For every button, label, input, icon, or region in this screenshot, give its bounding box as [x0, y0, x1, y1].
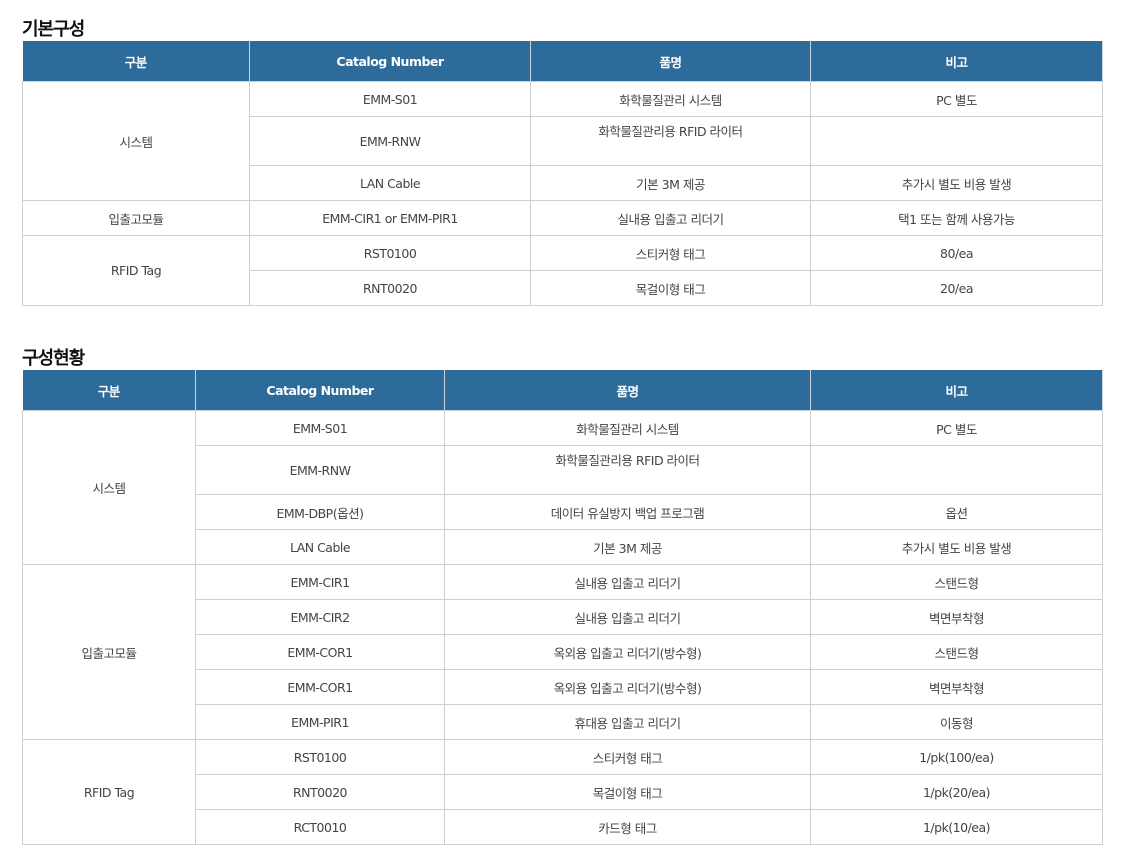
- name-cell: 화학물질관리 시스템: [530, 81, 811, 117]
- name-cell: 화학물질관리용 RFID 라이터: [530, 116, 811, 166]
- name-cell: 실내용 입출고 리더기: [444, 599, 811, 635]
- note-cell: 옵션: [810, 494, 1103, 530]
- table-row: 시스템 EMM-S01 화학물질관리 시스템 PC 별도: [22, 81, 1103, 201]
- note-cell: 20/ea: [810, 270, 1103, 306]
- note-cell: 80/ea: [810, 235, 1103, 271]
- name-cell: 기본 3M 제공: [530, 165, 811, 201]
- header-catalog: Catalog Number: [195, 370, 445, 411]
- category-cell: 입출고모듈: [22, 564, 196, 740]
- note-cell: 택1 또는 함께 사용가능: [810, 200, 1103, 236]
- catalog-cell: EMM-RNW: [195, 445, 445, 495]
- name-cell: 옥외용 입출고 리더기(방수형): [444, 669, 811, 705]
- note-cell: 이동형: [810, 704, 1103, 740]
- name-cell: 목걸이형 태그: [444, 774, 811, 810]
- catalog-cell: EMM-RNW: [249, 116, 531, 166]
- section-title-basic: 기본구성: [22, 19, 85, 40]
- table-row: EMM-DBP(옵션) 데이터 유실방지 백업 프로그램 옵션: [23, 494, 1103, 530]
- catalog-cell: RST0100: [195, 739, 445, 775]
- header-category: 구분: [22, 41, 250, 82]
- note-cell: 1/pk(10/ea): [810, 809, 1103, 845]
- catalog-cell: EMM-COR1: [195, 669, 445, 705]
- catalog-cell: RNT0020: [195, 774, 445, 810]
- name-cell: 실내용 입출고 리더기: [444, 564, 811, 600]
- table-row: RFID Tag RST0100 스티커형 태그 1/pk(100/ea): [22, 739, 1103, 845]
- catalog-cell: RCT0010: [195, 809, 445, 845]
- note-cell: PC 별도: [810, 81, 1103, 117]
- catalog-cell: EMM-S01: [195, 410, 445, 446]
- note-cell: 벽면부착형: [810, 669, 1103, 705]
- name-cell: 화학물질관리 시스템: [444, 410, 811, 446]
- table-row: EMM-RNW 화학물질관리용 RFID 라이터: [23, 116, 1103, 166]
- catalog-cell: LAN Cable: [195, 529, 445, 565]
- name-cell: 스티커형 태그: [530, 235, 811, 271]
- category-cell: 입출고모듈: [22, 200, 250, 236]
- name-cell: 목걸이형 태그: [530, 270, 811, 306]
- table-row: EMM-PIR1 휴대용 입출고 리더기 이동형: [23, 704, 1103, 740]
- note-cell: 1/pk(20/ea): [810, 774, 1103, 810]
- catalog-cell: EMM-CIR1 or EMM-PIR1: [249, 200, 531, 236]
- section-title-status: 구성현황: [22, 348, 85, 369]
- name-cell: 카드형 태그: [444, 809, 811, 845]
- name-cell: 화학물질관리용 RFID 라이터: [444, 445, 811, 495]
- note-cell: PC 별도: [810, 410, 1103, 446]
- table-row: RFID Tag RST0100 스티커형 태그 80/ea: [22, 235, 1103, 306]
- table-row: 시스템 EMM-S01 화학물질관리 시스템 PC 별도: [22, 410, 1103, 565]
- table-row: EMM-COR1 옥외용 입출고 리더기(방수형) 벽면부착형: [23, 669, 1103, 705]
- note-cell: [810, 116, 1103, 166]
- catalog-cell: EMM-CIR1: [195, 564, 445, 600]
- catalog-cell: EMM-S01: [249, 81, 531, 117]
- header-note: 비고: [810, 370, 1103, 411]
- table-row: RNT0020 목걸이형 태그 20/ea: [23, 270, 1103, 306]
- note-cell: 벽면부착형: [810, 599, 1103, 635]
- name-cell: 옥외용 입출고 리더기(방수형): [444, 634, 811, 670]
- table-row: LAN Cable 기본 3M 제공 추가시 별도 비용 발생: [23, 165, 1103, 201]
- header-category: 구분: [22, 370, 196, 411]
- table-row: 입출고모듈 EMM-CIR1 or EMM-PIR1 실내용 입출고 리더기 택1 또…: [22, 200, 1103, 236]
- catalog-cell: EMM-DBP(옵션): [195, 494, 445, 530]
- name-cell: 데이터 유실방지 백업 프로그램: [444, 494, 811, 530]
- basic-config-table: 구분 Catalog Number 품명 비고 시스템 EMM-S01 화학물질관리…: [22, 41, 1103, 306]
- table-row: 입출고모듈 EMM-CIR1 실내용 입출고 리더기 스탠드형: [22, 564, 1103, 740]
- header-name: 품명: [444, 370, 811, 411]
- catalog-cell: EMM-COR1: [195, 634, 445, 670]
- catalog-cell: RNT0020: [249, 270, 531, 306]
- name-cell: 실내용 입출고 리더기: [530, 200, 811, 236]
- category-cell: RFID Tag: [22, 739, 196, 845]
- catalog-cell: EMM-CIR2: [195, 599, 445, 635]
- note-cell: 추가시 별도 비용 발생: [810, 529, 1103, 565]
- category-cell: RFID Tag: [22, 235, 250, 306]
- table-row: EMM-CIR2 실내용 입출고 리더기 벽면부착형: [23, 599, 1103, 635]
- note-cell: 1/pk(100/ea): [810, 739, 1103, 775]
- category-cell: 시스템: [22, 81, 250, 201]
- table-row: EMM-RNW 화학물질관리용 RFID 라이터: [23, 445, 1103, 495]
- note-cell: [810, 445, 1103, 495]
- note-cell: 스탠드형: [810, 634, 1103, 670]
- name-cell: 기본 3M 제공: [444, 529, 811, 565]
- catalog-cell: EMM-PIR1: [195, 704, 445, 740]
- name-cell: 스티커형 태그: [444, 739, 811, 775]
- header-note: 비고: [810, 41, 1103, 82]
- category-cell: 시스템: [22, 410, 196, 565]
- config-status-table: 구분 Catalog Number 품명 비고 시스템 EMM-S01 화학물질관리…: [22, 370, 1103, 845]
- header-name: 품명: [530, 41, 811, 82]
- header-catalog: Catalog Number: [249, 41, 531, 82]
- note-cell: 스탠드형: [810, 564, 1103, 600]
- table-row: RCT0010 카드형 태그 1/pk(10/ea): [23, 809, 1103, 845]
- note-cell: 추가시 별도 비용 발생: [810, 165, 1103, 201]
- catalog-cell: RST0100: [249, 235, 531, 271]
- catalog-cell: LAN Cable: [249, 165, 531, 201]
- name-cell: 휴대용 입출고 리더기: [444, 704, 811, 740]
